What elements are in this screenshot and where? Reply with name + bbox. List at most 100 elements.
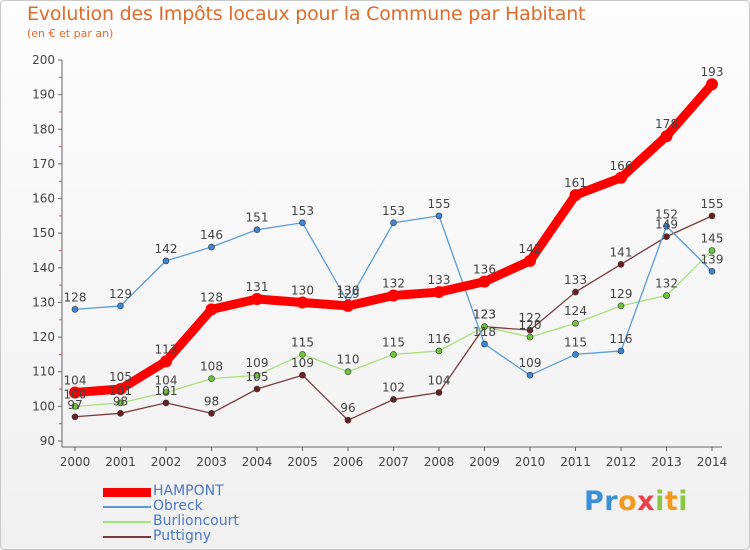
y-tick-label: 200 — [32, 53, 55, 67]
data-label: 193 — [701, 65, 724, 79]
legend-swatch — [103, 487, 151, 497]
data-point — [299, 371, 306, 379]
data-point — [706, 78, 718, 91]
data-label: 101 — [109, 384, 132, 398]
data-point — [569, 189, 582, 202]
x-tick-label: 2007 — [378, 455, 409, 469]
data-label: 105 — [109, 370, 132, 384]
y-tick-label: 180 — [32, 122, 55, 136]
data-point — [435, 347, 443, 355]
data-label: 136 — [473, 263, 496, 277]
data-label: 139 — [701, 252, 724, 266]
y-tick-label: 90 — [40, 434, 55, 448]
data-label: 141 — [610, 245, 633, 259]
legend-swatch — [103, 521, 151, 523]
data-point — [114, 383, 127, 396]
x-tick-label: 2004 — [242, 455, 273, 469]
data-point — [524, 254, 536, 267]
data-label: 98 — [204, 394, 219, 408]
x-tick-label: 2011 — [560, 455, 591, 469]
data-point — [617, 302, 625, 310]
data-point — [526, 371, 534, 379]
data-label: 133 — [564, 273, 587, 287]
data-point — [708, 267, 716, 275]
data-label: 131 — [246, 280, 269, 294]
data-point — [344, 368, 352, 376]
data-point — [481, 323, 488, 331]
data-label: 151 — [246, 211, 269, 225]
data-point — [708, 247, 716, 254]
data-label: 115 — [291, 335, 314, 349]
data-point — [117, 399, 124, 407]
data-point — [390, 219, 397, 227]
data-point — [344, 416, 352, 424]
data-point — [708, 212, 716, 220]
data-label: 130 — [291, 283, 314, 297]
x-tick-label: 2002 — [151, 455, 182, 469]
legend-label: Puttigny — [153, 528, 211, 544]
data-point — [69, 386, 81, 399]
data-label: 129 — [610, 287, 633, 301]
data-label: 104 — [64, 374, 87, 388]
data-label: 129 — [337, 287, 360, 301]
legend-label: Burlioncourt — [153, 513, 239, 529]
data-point — [572, 288, 579, 296]
data-point — [71, 413, 79, 421]
data-label: 104 — [428, 374, 451, 388]
data-point — [342, 299, 354, 312]
y-tick-label: 190 — [32, 88, 55, 102]
data-label: 109 — [246, 356, 269, 370]
data-point — [208, 243, 215, 251]
x-tick-label: 2012 — [606, 455, 637, 469]
data-point — [296, 296, 309, 309]
x-tick-label: 2001 — [105, 455, 136, 469]
x-tick-label: 2009 — [469, 455, 500, 469]
data-label: 118 — [473, 325, 496, 339]
y-tick-label: 150 — [32, 226, 55, 240]
x-tick-label: 2005 — [287, 455, 318, 469]
data-point — [663, 222, 670, 230]
data-point — [663, 233, 670, 240]
data-point — [253, 371, 261, 379]
data-label: 104 — [155, 374, 178, 388]
data-label: 152 — [655, 207, 678, 221]
data-point — [117, 302, 124, 310]
legend-swatch — [103, 536, 151, 538]
data-label: 100 — [64, 387, 87, 401]
data-label: 142 — [519, 242, 542, 256]
data-point — [205, 303, 218, 316]
data-label: 149 — [655, 218, 678, 232]
data-label: 124 — [564, 304, 587, 318]
data-label: 109 — [519, 356, 542, 370]
data-label: 116 — [428, 332, 451, 346]
data-label: 122 — [519, 311, 542, 325]
data-label: 105 — [246, 370, 269, 384]
data-point — [526, 326, 534, 334]
data-point — [617, 347, 625, 355]
data-label: 101 — [155, 384, 178, 398]
data-point — [617, 261, 625, 268]
data-label: 130 — [337, 283, 360, 297]
data-label: 116 — [610, 332, 633, 346]
data-label: 129 — [109, 287, 132, 301]
data-point — [71, 306, 79, 313]
x-tick-label: 2003 — [196, 455, 227, 469]
data-label: 128 — [200, 290, 223, 304]
data-label: 123 — [473, 308, 496, 322]
data-point — [390, 351, 397, 358]
data-point — [162, 257, 170, 265]
data-label: 120 — [519, 318, 542, 332]
data-point — [435, 212, 443, 220]
data-label: 110 — [337, 353, 360, 367]
data-label: 97 — [67, 398, 82, 412]
data-label: 115 — [382, 335, 405, 349]
data-point — [160, 355, 172, 368]
data-label: 153 — [382, 204, 405, 218]
data-point — [117, 409, 124, 417]
data-label: 161 — [564, 176, 587, 190]
data-point — [208, 409, 215, 417]
x-tick-label: 2010 — [515, 455, 546, 469]
data-point — [253, 385, 261, 393]
